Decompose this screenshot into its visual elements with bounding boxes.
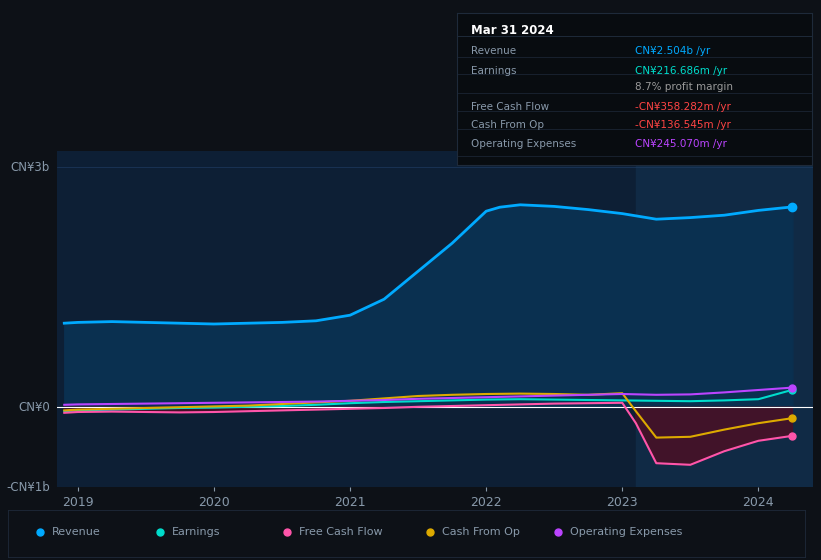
- Text: Mar 31 2024: Mar 31 2024: [471, 24, 554, 36]
- Text: CN¥2.504b /yr: CN¥2.504b /yr: [635, 46, 710, 57]
- Text: CN¥0: CN¥0: [18, 401, 50, 414]
- Text: Earnings: Earnings: [172, 528, 220, 538]
- Text: Earnings: Earnings: [471, 66, 517, 76]
- Text: CN¥245.070m /yr: CN¥245.070m /yr: [635, 138, 727, 148]
- Text: CN¥216.686m /yr: CN¥216.686m /yr: [635, 66, 727, 76]
- Text: Cash From Op: Cash From Op: [443, 528, 521, 538]
- Text: -CN¥1b: -CN¥1b: [7, 480, 50, 494]
- Text: Operating Expenses: Operating Expenses: [471, 138, 576, 148]
- Bar: [636, 151, 813, 487]
- Text: -CN¥136.545m /yr: -CN¥136.545m /yr: [635, 120, 731, 130]
- Text: Free Cash Flow: Free Cash Flow: [299, 528, 383, 538]
- Text: -CN¥358.282m /yr: -CN¥358.282m /yr: [635, 102, 731, 112]
- Text: Free Cash Flow: Free Cash Flow: [471, 102, 549, 112]
- Text: Revenue: Revenue: [52, 528, 101, 538]
- Text: Revenue: Revenue: [471, 46, 516, 57]
- Text: CN¥3b: CN¥3b: [11, 161, 50, 174]
- Text: 8.7% profit margin: 8.7% profit margin: [635, 82, 732, 92]
- Text: Cash From Op: Cash From Op: [471, 120, 544, 130]
- Text: Operating Expenses: Operating Expenses: [570, 528, 682, 538]
